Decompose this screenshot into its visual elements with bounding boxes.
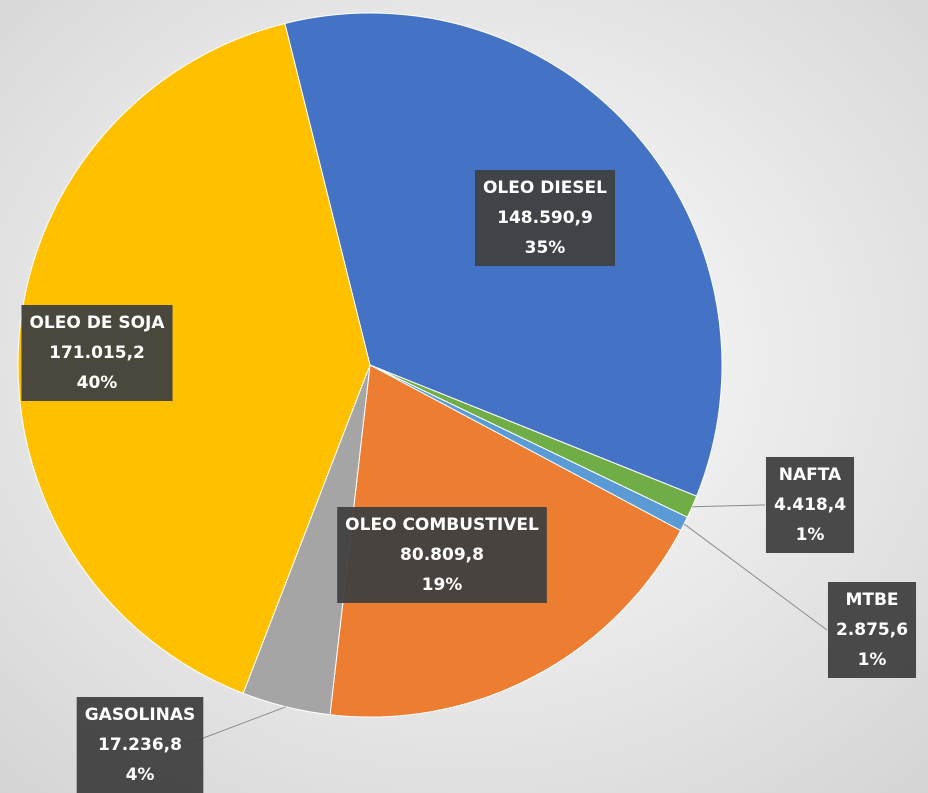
leader-line	[683, 523, 828, 631]
label-box	[21, 305, 173, 401]
label-text: 1%	[858, 650, 887, 670]
data-label: OLEO DIESEL 148.590,9 35%	[474, 170, 616, 266]
label-text: 2.875,6	[836, 620, 908, 640]
label-text: 80.809,8	[400, 545, 484, 565]
pie-slice	[17, 22, 371, 694]
data-label: GASOLINAS 17.236,8 4%	[76, 697, 204, 793]
label-box	[827, 582, 917, 678]
data-label: MTBE 2.875,6 1%	[827, 582, 917, 678]
label-text: 17.236,8	[98, 735, 182, 755]
label-text: OLEO DE SOJA	[29, 313, 165, 333]
label-text: 171.015,2	[49, 343, 145, 363]
label-text: 40%	[77, 373, 118, 393]
label-text: 148.590,9	[497, 208, 593, 228]
label-text: 1%	[796, 525, 825, 545]
label-text: GASOLINAS	[85, 705, 196, 725]
label-text: 35%	[525, 238, 566, 258]
label-box	[76, 697, 204, 793]
label-text: 4%	[126, 765, 155, 785]
label-box	[337, 507, 547, 603]
label-text: MTBE	[845, 590, 898, 610]
label-text: OLEO COMBUSTIVEL	[345, 515, 539, 535]
data-label: OLEO DE SOJA 171.015,2 40%	[21, 305, 173, 401]
label-text: OLEO DIESEL	[483, 178, 607, 198]
label-text: NAFTA	[779, 465, 842, 485]
label-text: 4.418,4	[774, 495, 846, 515]
label-box	[765, 457, 855, 553]
label-box	[474, 170, 616, 266]
leader-line	[692, 504, 766, 508]
data-label: OLEO COMBUSTIVEL 80.809,8 19%	[337, 507, 547, 603]
label-text: 19%	[422, 575, 463, 595]
data-label: NAFTA 4.418,4 1%	[765, 457, 855, 553]
